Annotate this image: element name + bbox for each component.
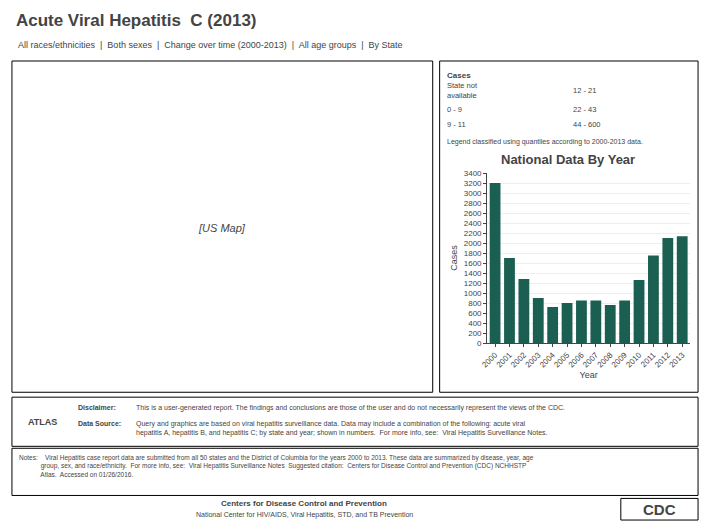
svg-text:[US Map]: [US Map] bbox=[198, 222, 246, 234]
svg-text:Disclaimer:: Disclaimer: bbox=[78, 404, 116, 411]
svg-text:2006: 2006 bbox=[567, 350, 586, 369]
svg-text:1200: 1200 bbox=[464, 279, 482, 288]
svg-text:2013: 2013 bbox=[668, 350, 687, 369]
svg-text:2003: 2003 bbox=[524, 350, 543, 369]
svg-text:12 - 21: 12 - 21 bbox=[573, 86, 596, 95]
svg-text:2400: 2400 bbox=[464, 219, 482, 228]
svg-text:State notavailable: State notavailable bbox=[447, 81, 478, 100]
svg-text:2600: 2600 bbox=[464, 209, 482, 218]
svg-text:200: 200 bbox=[468, 329, 482, 338]
svg-text:1600: 1600 bbox=[464, 259, 482, 268]
svg-text:2010: 2010 bbox=[624, 350, 643, 369]
svg-text:2011: 2011 bbox=[639, 350, 658, 369]
svg-text:All races/ethnicities | Both: All races/ethnicities | Both sexes | Cha… bbox=[18, 40, 403, 50]
svg-text:2800: 2800 bbox=[464, 199, 482, 208]
svg-text:3400: 3400 bbox=[464, 169, 482, 178]
svg-text:Year: Year bbox=[580, 370, 598, 380]
svg-text:Cases: Cases bbox=[449, 245, 459, 271]
svg-text:CDC: CDC bbox=[643, 501, 676, 518]
svg-text:2007: 2007 bbox=[581, 350, 600, 369]
svg-text:2008: 2008 bbox=[596, 350, 615, 369]
svg-text:Data Source:: Data Source: bbox=[78, 420, 121, 427]
svg-text:2002: 2002 bbox=[509, 350, 528, 369]
svg-text:1800: 1800 bbox=[464, 249, 482, 258]
svg-text:1000: 1000 bbox=[464, 289, 482, 298]
svg-text:2009: 2009 bbox=[610, 350, 629, 369]
svg-text:Acute Viral Hepatitis C (2013: Acute Viral Hepatitis C (2013) bbox=[16, 11, 257, 30]
svg-text:National Data By Year: National Data By Year bbox=[501, 152, 635, 167]
svg-text:This is a user-generated repor: This is a user-generated report. The fin… bbox=[136, 404, 565, 412]
svg-text:2005: 2005 bbox=[552, 350, 571, 369]
svg-text:3200: 3200 bbox=[464, 179, 482, 188]
svg-text:2004: 2004 bbox=[538, 350, 557, 369]
svg-text:600: 600 bbox=[468, 309, 482, 318]
svg-text:3000: 3000 bbox=[464, 189, 482, 198]
svg-text:22 - 43: 22 - 43 bbox=[573, 105, 596, 114]
svg-text:Legend classified using quanti: Legend classified using quantiles accord… bbox=[447, 138, 643, 146]
svg-text:2000: 2000 bbox=[464, 239, 482, 248]
svg-text:800: 800 bbox=[468, 299, 482, 308]
svg-text:Query and graphics are based o: Query and graphics are based on viral he… bbox=[136, 420, 548, 437]
svg-text:2012: 2012 bbox=[653, 350, 672, 369]
svg-text:Centers for Disease Control an: Centers for Disease Control and Preventi… bbox=[221, 499, 387, 508]
svg-text:ATLAS: ATLAS bbox=[28, 417, 57, 427]
svg-text:Cases: Cases bbox=[447, 71, 471, 80]
svg-text:9 - 11: 9 - 11 bbox=[447, 120, 466, 129]
svg-text:2200: 2200 bbox=[464, 229, 482, 238]
svg-text:400: 400 bbox=[468, 319, 482, 328]
svg-text:Notes: Viral Hepatitis case: Notes: Viral Hepatitis case report data … bbox=[19, 454, 534, 478]
svg-text:0: 0 bbox=[477, 339, 482, 348]
svg-text:1400: 1400 bbox=[464, 269, 482, 278]
svg-text:44 - 600: 44 - 600 bbox=[573, 120, 601, 129]
svg-text:2000: 2000 bbox=[480, 350, 499, 369]
svg-text:0 - 9: 0 - 9 bbox=[447, 105, 462, 114]
svg-text:2001: 2001 bbox=[495, 350, 514, 369]
svg-text:National Center for HIV/AIDS,: National Center for HIV/AIDS, Viral Hepa… bbox=[196, 511, 413, 519]
